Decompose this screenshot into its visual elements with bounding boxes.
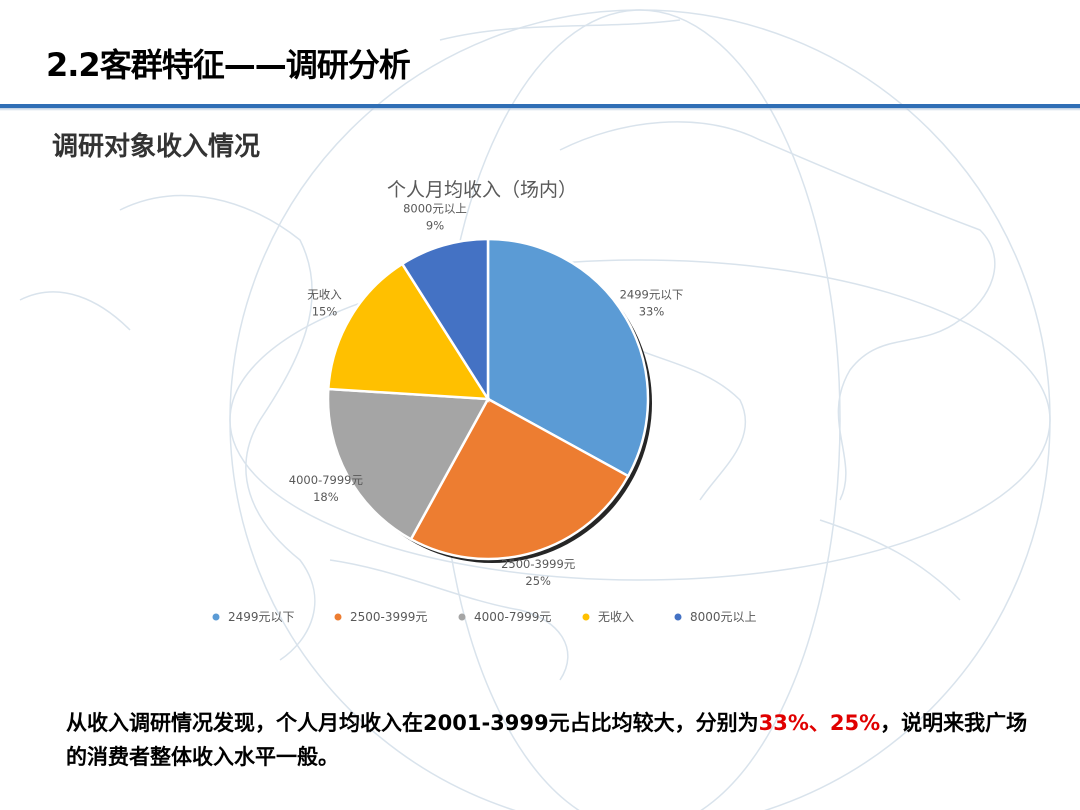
slice-category-label: 无收入 <box>307 287 342 301</box>
legend-label-4: 8000元以上 <box>690 610 757 624</box>
pie-slice-1 <box>409 397 630 561</box>
summary-text-after: ，说明来我广场的消费者整体收入水平一般。 <box>66 711 1028 769</box>
legend-marker-2 <box>458 613 466 621</box>
slice-percent-label: 9% <box>426 219 444 233</box>
summary-separator: 、 <box>808 711 830 735</box>
pie-slice-2 <box>326 387 491 541</box>
pie-slice-3 <box>326 262 491 401</box>
pie-slice-0 <box>486 237 650 478</box>
legend-marker-3 <box>582 613 590 621</box>
summary-paragraph: 从收入调研情况发现，个人月均收入在2001-3999元占比均较大，分别为33%、… <box>66 706 1036 774</box>
legend-marker-4 <box>674 613 682 621</box>
legend-label-0: 2499元以下 <box>228 610 295 624</box>
slice-percent-label: 33% <box>639 304 665 318</box>
legend-label-2: 4000-7999元 <box>474 610 551 624</box>
slice-percent-label: 18% <box>313 490 339 504</box>
slide-title: 2.2客群特征——调研分析 <box>46 46 411 84</box>
slice-category-label: 4000-7999元 <box>289 473 364 487</box>
slice-category-label: 2500-3999元 <box>501 557 576 571</box>
slice-category-label: 2499元以下 <box>620 287 684 301</box>
chart-title: 个人月均收入（场内） <box>387 179 577 201</box>
summary-highlight-33: 33% <box>758 711 809 735</box>
title-divider <box>0 104 1080 108</box>
summary-highlight-25: 25% <box>829 711 881 735</box>
legend-marker-0 <box>212 613 220 621</box>
section-heading: 调研对象收入情况 <box>52 132 261 162</box>
income-pie-chart: 个人月均收入（场内） 2499元以下 33% 2500-3999元 25% 4000-7… <box>212 179 757 624</box>
pie-slices <box>326 237 650 561</box>
pie-slice-4 <box>400 237 490 404</box>
summary-text-before: 从收入调研情况发现，个人月均收入在2001-3999元占比均较大，分别为 <box>66 711 759 735</box>
slice-percent-label: 25% <box>525 574 551 588</box>
pie-data-labels: 2499元以下 33% 2500-3999元 25% 4000-7999元 18% 无收入 1… <box>289 202 684 588</box>
chart-legend: 2499元以下 2500-3999元 4000-7999元 无收入 8000元以上 <box>212 610 757 624</box>
slice-percent-label: 15% <box>312 304 338 318</box>
slice-category-label: 8000元以上 <box>403 202 467 216</box>
title-divider-shadow <box>0 108 1080 111</box>
legend-marker-1 <box>334 613 342 621</box>
legend-label-1: 2500-3999元 <box>350 610 427 624</box>
legend-label-3: 无收入 <box>598 610 634 624</box>
